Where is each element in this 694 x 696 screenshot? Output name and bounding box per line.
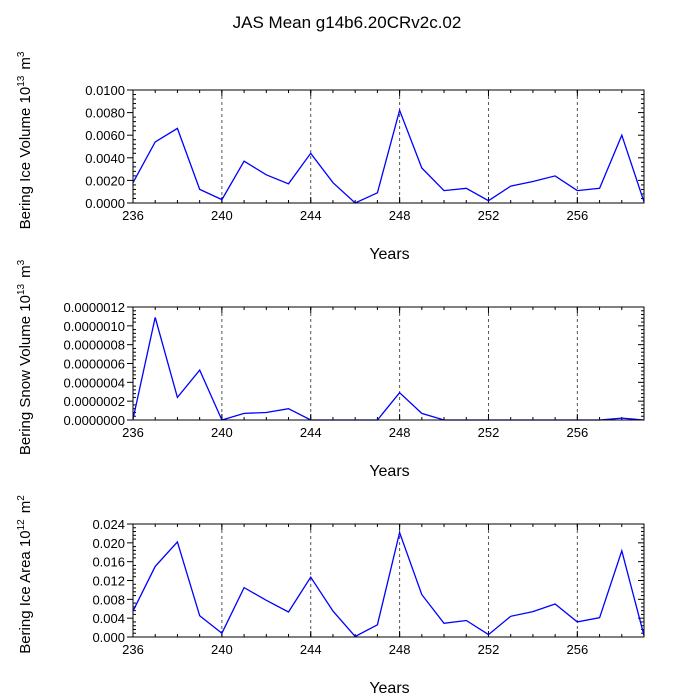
chart-panel-3: 236 240 244 248 252 256 0.000 0.004 0.008 0.012 0.… <box>16 495 645 696</box>
x-tick-label: 236 <box>122 425 144 440</box>
y-tick-label: 0.0000 <box>85 196 125 211</box>
x-tick-label: 256 <box>566 642 588 657</box>
y-tick-label: 0.024 <box>92 517 125 532</box>
x-tick-label: 240 <box>211 208 233 223</box>
x-tick-label: 244 <box>300 208 322 223</box>
x-axis-label: Years <box>369 680 409 696</box>
chart-panel-1: 236 240 244 248 252 256 0.0000 0.0020 0.0040 0.00… <box>16 51 645 263</box>
y-tick-label: 0.020 <box>92 536 125 551</box>
y-tick-label: 0.0000002 <box>64 394 125 409</box>
chart-panel-2: 236 240 244 248 252 256 0.0000000 0.0000002 0.00… <box>16 259 645 480</box>
y-axis-label: Bering Snow Volume 1013 m3 <box>16 259 34 455</box>
x-tick-label: 256 <box>566 425 588 440</box>
y-tick-label: 0.008 <box>92 592 125 607</box>
plot-frame <box>132 306 645 421</box>
x-axis-label: Years <box>369 463 409 480</box>
x-axis-label: Years <box>369 246 409 263</box>
x-tick-label: 256 <box>566 208 588 223</box>
series-line <box>132 530 645 638</box>
y-axis-label-ylabel-unit: m <box>17 265 34 278</box>
y-axis-label-ylabel-exp: 13 <box>16 283 27 295</box>
y-tick-label: 0.0000012 <box>64 300 125 315</box>
figure-title: JAS Mean g14b6.20CRv2c.02 <box>233 13 462 32</box>
x-tick-label: 236 <box>122 208 144 223</box>
x-tick-label: 252 <box>478 642 500 657</box>
y-axis-label-ylabel-main: Bering Ice Area 10 <box>17 530 34 653</box>
y-tick-label: 0.0000006 <box>64 357 125 372</box>
x-tick-label: 252 <box>478 208 500 223</box>
y-axis-label-ylabel-main: Bering Ice Volume 10 <box>17 87 34 230</box>
x-tick-label: 248 <box>389 425 411 440</box>
y-tick-label: 0.0080 <box>85 106 125 121</box>
y-axis-label-ylabel-unit-exp: 2 <box>16 495 27 501</box>
series-line <box>132 108 645 204</box>
x-tick-label: 252 <box>478 425 500 440</box>
x-tick-label: 236 <box>122 642 144 657</box>
y-tick-label: 0.0000000 <box>64 413 125 428</box>
y-axis-label-ylabel-unit: m <box>17 57 34 70</box>
y-axis-label-ylabel-unit-exp: 3 <box>16 259 27 265</box>
x-tick-label: 248 <box>389 208 411 223</box>
y-tick-label: 0.016 <box>92 555 125 570</box>
y-tick-label: 0.0000010 <box>64 319 125 334</box>
y-tick-label: 0.0040 <box>85 151 125 166</box>
y-axis-label-ylabel-unit: m <box>17 501 34 514</box>
y-axis-label-ylabel-main: Bering Snow Volume 10 <box>17 295 34 455</box>
y-tick-label: 0.012 <box>92 574 125 589</box>
x-tick-label: 240 <box>211 425 233 440</box>
plot-frame <box>132 523 645 638</box>
y-tick-label: 0.0000004 <box>64 375 125 390</box>
series-line <box>132 317 645 421</box>
x-tick-label: 244 <box>300 425 322 440</box>
y-axis-label-ylabel-exp: 12 <box>16 519 27 531</box>
y-axis-label-ylabel-unit-exp: 3 <box>16 51 27 57</box>
y-tick-label: 0.0000008 <box>64 338 125 353</box>
y-tick-label: 0.000 <box>92 630 125 645</box>
x-tick-label: 248 <box>389 642 411 657</box>
y-axis-label: Bering Ice Area 1012 m2 <box>16 495 34 654</box>
y-axis-label-ylabel-exp: 13 <box>16 75 27 87</box>
y-axis-label: Bering Ice Volume 1013 m3 <box>16 51 34 229</box>
y-tick-label: 0.0020 <box>85 173 125 188</box>
y-tick-label: 0.004 <box>92 611 125 626</box>
x-tick-label: 240 <box>211 642 233 657</box>
y-tick-label: 0.0060 <box>85 128 125 143</box>
y-tick-label: 0.0100 <box>85 83 125 98</box>
x-tick-label: 244 <box>300 642 322 657</box>
plot-frame <box>132 89 645 204</box>
